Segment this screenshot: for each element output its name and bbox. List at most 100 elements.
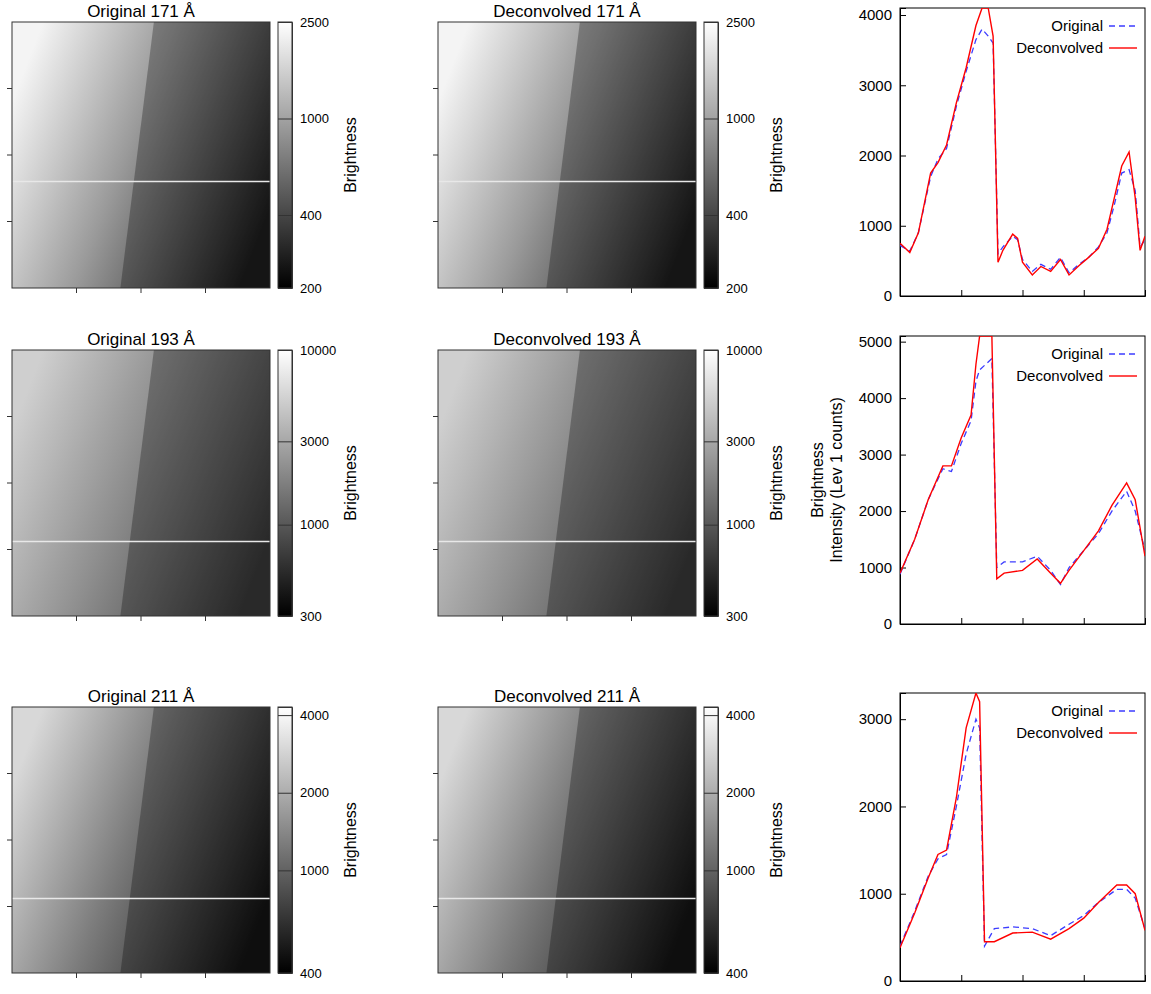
colorbar-axis-line	[278, 23, 293, 289]
colorbar-tick-mark	[704, 793, 718, 794]
colorbar-tick: 1000	[278, 517, 329, 532]
y-tick-mark	[900, 455, 906, 456]
colorbar-tick-label: 4000	[726, 708, 755, 723]
colorbar-tick: 300	[278, 609, 322, 624]
colorbar-tick-mark	[278, 119, 292, 120]
y-tick-label: 1000	[859, 885, 892, 902]
colorbar	[278, 22, 292, 288]
colorbar-tick-mark	[704, 973, 718, 974]
cut-line	[12, 181, 270, 183]
colorbar-tick-mark	[704, 616, 718, 617]
colorbar-tick-mark	[704, 288, 718, 289]
y-tick: 2000	[859, 147, 906, 164]
y-axis-line	[901, 9, 907, 297]
colorbar-axis: 400100020004000	[278, 708, 329, 981]
legend-swatch	[1109, 25, 1137, 26]
colorbar-tick-label: 400	[300, 208, 322, 223]
y-axis-title: Intensity (Lev 1 counts)	[828, 397, 845, 562]
panel-title: Original 193 Å	[87, 330, 195, 349]
frame-tick	[205, 973, 206, 978]
frame-tick	[7, 840, 12, 841]
y-tick: 1000	[859, 217, 906, 234]
frame-tick	[7, 88, 12, 89]
colorbar-tick: 10000	[704, 343, 762, 358]
colorbar-tick-label: 300	[300, 609, 322, 624]
y-tick: 4000	[859, 6, 906, 23]
y-tick-label: 1000	[859, 217, 892, 234]
frame-tick	[76, 288, 77, 293]
x-tick	[1084, 975, 1085, 981]
x-tick-mark	[961, 290, 962, 296]
profile-panel: 01000200030004000OriginalDeconvolved	[859, 6, 1146, 304]
y-axis: 0100020003000	[859, 694, 906, 990]
y-tick-mark	[900, 719, 906, 720]
frame-tick	[7, 773, 12, 774]
colorbar-tick-mark	[278, 525, 292, 526]
image-panel: Deconvolved 193 Å3001000300010000Brightn…	[433, 330, 785, 624]
y-tick-mark	[900, 156, 906, 157]
colorbar-tick-label: 400	[300, 966, 322, 981]
y-tick-label: 4000	[859, 389, 892, 406]
x-tick	[1084, 290, 1085, 296]
colorbar-tick: 200	[704, 281, 748, 296]
image-frame	[12, 350, 270, 616]
legend: OriginalDeconvolved	[1016, 345, 1137, 384]
colorbar-tick: 10000	[278, 343, 336, 358]
frame-tick	[205, 616, 206, 621]
x-tick-mark	[1084, 975, 1085, 981]
colorbar-tick-mark	[278, 973, 292, 974]
y-axis: 01000200030004000	[859, 6, 906, 304]
colorbar	[278, 350, 292, 616]
colorbar-tick: 2500	[278, 15, 329, 30]
colorbar-axis-line	[278, 351, 293, 617]
colorbar-tick-label: 2500	[726, 15, 755, 30]
legend-label: Deconvolved	[1016, 39, 1103, 56]
legend-label: Deconvolved	[1016, 367, 1103, 384]
disk-shade	[546, 22, 696, 288]
frame-tick	[141, 288, 142, 293]
cut-line	[12, 898, 270, 900]
x-tick	[961, 290, 962, 296]
y-tick: 2000	[859, 502, 906, 519]
figure: Original 171 Å20040010002500BrightnessDe…	[0, 0, 1151, 994]
colorbar-tick-label: 3000	[300, 434, 329, 449]
colorbar	[704, 707, 718, 973]
frame-tick	[433, 840, 438, 841]
x-tick-mark	[1023, 290, 1024, 296]
y-tick-mark	[900, 398, 906, 399]
image-panel: Original 171 Å20040010002500Brightness	[7, 2, 359, 296]
y-tick-mark	[900, 511, 906, 512]
colorbar-tick: 400	[704, 208, 748, 223]
y-tick-label: 0	[884, 972, 892, 989]
colorbar-axis-line	[704, 23, 719, 289]
colorbar-axis: 20040010002500	[278, 15, 329, 296]
colorbar-tick-label: 400	[726, 208, 748, 223]
colorbar-axis: 200 400 1000 2500	[704, 15, 755, 296]
y-tick-mark	[900, 342, 906, 343]
colorbar-tick-label: 1000	[726, 111, 755, 126]
y-tick-label: 0	[884, 287, 892, 304]
x-tick-mark	[1023, 975, 1024, 981]
colorbar-tick-mark	[704, 870, 718, 871]
image	[438, 22, 696, 288]
frame-tick	[141, 973, 142, 978]
frame-tick	[502, 288, 503, 293]
colorbar-tick-label: 200	[300, 281, 322, 296]
frame-tick	[205, 288, 206, 293]
legend-label: Original	[1051, 702, 1103, 719]
legend-label: Deconvolved	[1016, 724, 1103, 741]
colorbar-label: Brightness	[342, 445, 359, 521]
y-axis-line	[901, 694, 907, 982]
image	[12, 707, 270, 973]
y-tick-label: 5000	[859, 333, 892, 350]
legend-swatch	[1109, 353, 1137, 354]
legend: Original Deconvolved	[1016, 702, 1137, 741]
y-tick-mark	[900, 894, 906, 895]
image-frame	[438, 707, 696, 973]
x-tick-mark	[1084, 290, 1085, 296]
y-tick-mark	[900, 15, 906, 16]
legend: OriginalDeconvolved	[1016, 17, 1137, 56]
frame-tick	[7, 416, 12, 417]
frame-tick	[567, 616, 568, 621]
x-tick-mark	[961, 975, 962, 981]
